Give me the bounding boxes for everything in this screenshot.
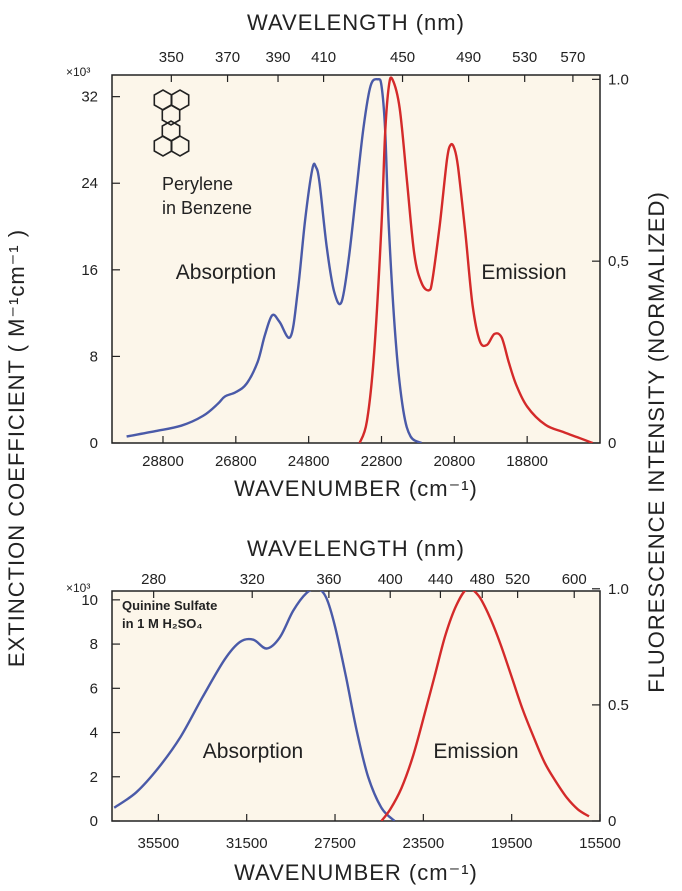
series-line-absorption bbox=[113, 591, 396, 821]
left-tick-label: 6 bbox=[90, 680, 98, 697]
top-tick-label: 480 bbox=[470, 571, 495, 588]
top-tick-label: 450 bbox=[390, 49, 415, 66]
top-tick-label: 390 bbox=[266, 49, 291, 66]
left-tick-label: 24 bbox=[81, 175, 98, 192]
bottom-tick-label: 18800 bbox=[506, 453, 548, 470]
series-line-emission bbox=[380, 591, 590, 821]
chart-panel-bottom bbox=[111, 588, 601, 822]
right-tick-label: 0,5 bbox=[608, 253, 629, 270]
left-tick-label: 2 bbox=[90, 769, 98, 786]
bottom-tick-label: 26800 bbox=[215, 453, 257, 470]
sample-annotation-line: Perylene bbox=[162, 174, 233, 194]
left-tick-label: 16 bbox=[81, 262, 98, 279]
bottom-tick-label: 23500 bbox=[402, 835, 444, 852]
bottom-axis-title: WAVENUMBER (cm⁻¹) bbox=[234, 476, 478, 501]
curve-label-absorption: Absorption bbox=[203, 740, 303, 763]
left-tick-label: 8 bbox=[90, 348, 98, 365]
left-tick-label: 0 bbox=[90, 813, 98, 830]
curve-label-absorption: Absorption bbox=[176, 261, 276, 284]
top-tick-label: 320 bbox=[240, 571, 265, 588]
left-axis-label: EXTINCTION COEFFICIENT ( M⁻¹cm⁻¹ ) bbox=[4, 229, 29, 667]
ring bbox=[170, 135, 190, 157]
top-tick-label: 350 bbox=[159, 49, 184, 66]
bottom-tick-label: 24800 bbox=[288, 453, 330, 470]
top-tick-label: 360 bbox=[316, 571, 341, 588]
top-tick-label: 600 bbox=[562, 571, 587, 588]
plot-area bbox=[111, 590, 601, 822]
top-tick-label: 280 bbox=[141, 571, 166, 588]
right-tick-label: 0 bbox=[608, 813, 616, 830]
left-tick-label: 10 bbox=[81, 592, 98, 609]
y-multiplier-label: ×10³ bbox=[66, 581, 90, 595]
ring bbox=[161, 104, 181, 126]
sample-annotation-line: in Benzene bbox=[162, 198, 252, 218]
right-tick-label: 1.0 bbox=[608, 581, 629, 598]
top-tick-label: 440 bbox=[428, 571, 453, 588]
bottom-tick-label: 35500 bbox=[138, 835, 180, 852]
bottom-tick-label: 20800 bbox=[433, 453, 475, 470]
left-tick-label: 4 bbox=[90, 725, 98, 742]
top-tick-label: 410 bbox=[311, 49, 336, 66]
bottom-tick-label: 22800 bbox=[361, 453, 403, 470]
left-tick-label: 32 bbox=[81, 89, 98, 106]
right-tick-label: 0.5 bbox=[608, 697, 629, 714]
y-multiplier-label: ×10³ bbox=[66, 65, 90, 79]
top-axis-title: WAVELENGTH (nm) bbox=[247, 10, 465, 35]
top-tick-label: 520 bbox=[505, 571, 530, 588]
curve-label-emission: Emission bbox=[433, 740, 518, 763]
chart-panel-top bbox=[111, 74, 601, 444]
sample-annotation-line: in 1 M H₂SO₄ bbox=[122, 616, 203, 631]
bottom-axis-title: WAVENUMBER (cm⁻¹) bbox=[234, 860, 478, 885]
top-tick-label: 570 bbox=[560, 49, 585, 66]
left-tick-label: 0 bbox=[90, 435, 98, 452]
top-tick-label: 490 bbox=[456, 49, 481, 66]
bottom-tick-label: 31500 bbox=[226, 835, 268, 852]
top-axis-title: WAVELENGTH (nm) bbox=[247, 536, 465, 561]
curve-label-emission: Emission bbox=[481, 261, 566, 284]
series-line-emission bbox=[358, 76, 594, 443]
left-tick-label: 8 bbox=[90, 636, 98, 653]
perylene-structure-icon bbox=[153, 89, 190, 157]
right-axis-label: FLUORESCENCE INTENSITY (NORMALIZED) bbox=[644, 191, 669, 693]
top-tick-label: 400 bbox=[378, 571, 403, 588]
bottom-tick-label: 27500 bbox=[314, 835, 356, 852]
bottom-tick-label: 15500 bbox=[579, 835, 621, 852]
top-tick-label: 370 bbox=[215, 49, 240, 66]
plot-area bbox=[111, 74, 601, 444]
top-tick-label: 530 bbox=[512, 49, 537, 66]
right-tick-label: 0 bbox=[608, 435, 616, 452]
bottom-tick-label: 19500 bbox=[491, 835, 533, 852]
right-tick-label: 1.0 bbox=[608, 71, 629, 88]
sample-annotation-line: Quinine Sulfate bbox=[122, 598, 217, 613]
bottom-tick-label: 28800 bbox=[142, 453, 184, 470]
